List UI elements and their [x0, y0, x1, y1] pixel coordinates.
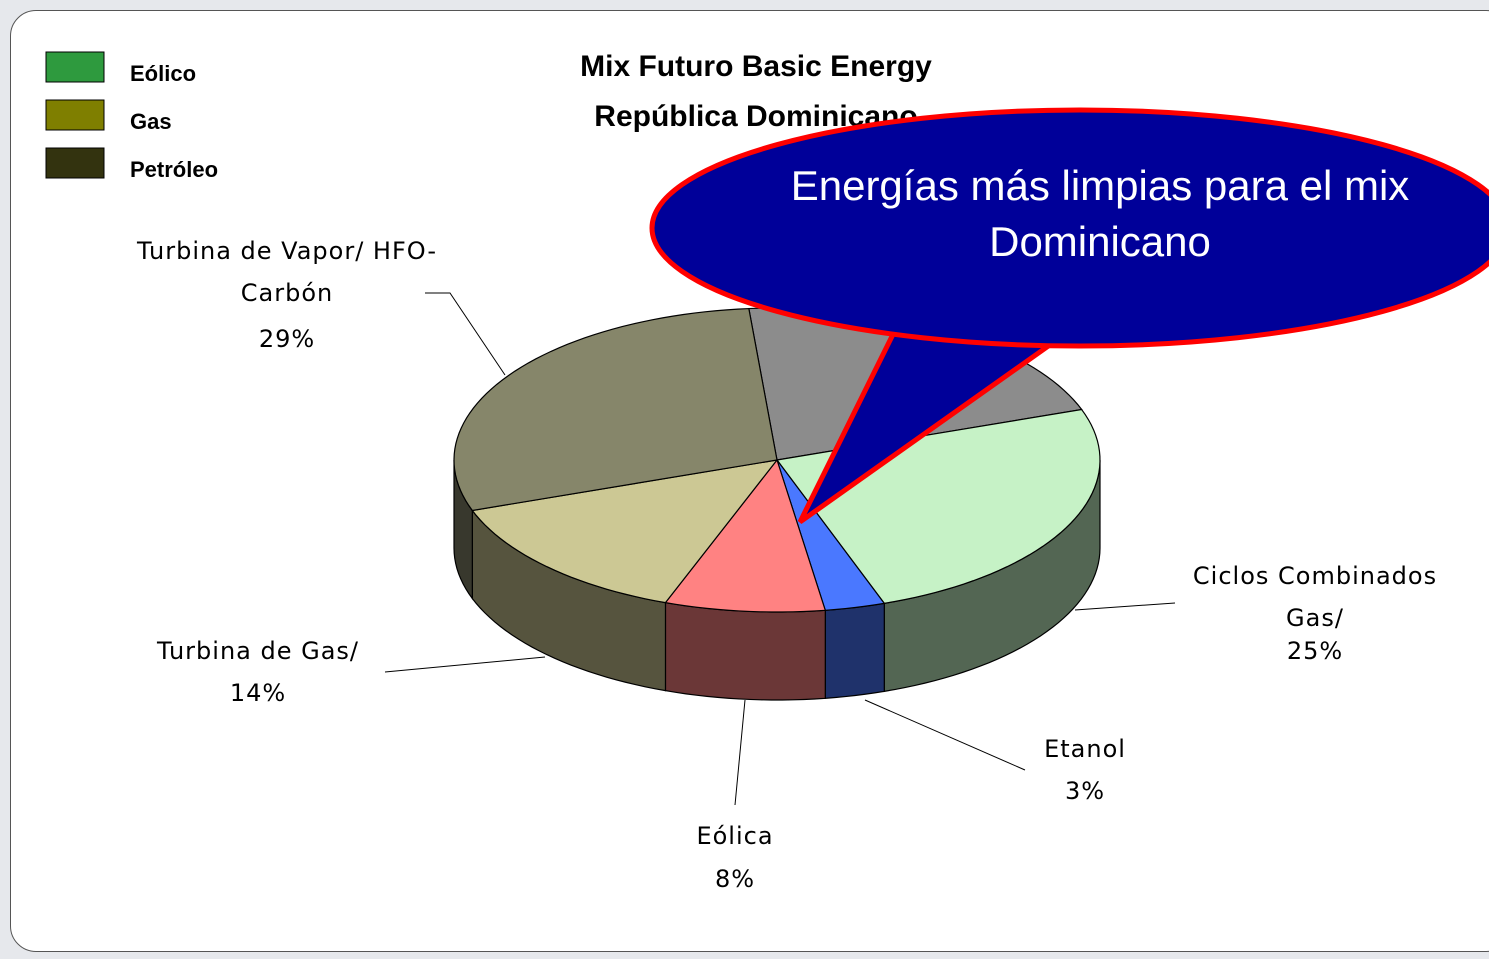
value-label: 29%: [258, 325, 316, 353]
slice-label: Eólica: [696, 822, 774, 850]
callout-bubble: [649, 107, 1489, 349]
slice: [664, 458, 827, 613]
slice: [776, 459, 886, 611]
slice: [453, 307, 778, 512]
value-label: 25%: [1286, 637, 1344, 665]
value-label: 14%: [229, 679, 287, 707]
legend-label: Eólico: [130, 61, 197, 86]
leader-line: [1074, 602, 1176, 611]
legend-swatch: [45, 51, 105, 83]
legend-label: Gas: [130, 109, 172, 134]
leader-line: [734, 699, 746, 806]
slice-label: Etanol: [1044, 735, 1126, 763]
chart-title: Mix Futuro Basic Energy: [580, 50, 932, 83]
slice-label: Turbina de Gas/: [156, 637, 360, 665]
legend-swatch: [45, 99, 105, 131]
leader-line: [864, 699, 1026, 771]
value-label: 8%: [714, 865, 756, 893]
slice-label: Ciclos Combinados Gas/: [1192, 562, 1438, 632]
leader-line: [384, 656, 546, 673]
leader-line: [425, 292, 506, 376]
value-label: 3%: [1064, 777, 1106, 805]
slice-label: Turbina de Vapor/ HFO-Carbón: [137, 237, 438, 307]
slice: [471, 459, 779, 604]
legend-swatch: [45, 147, 105, 179]
legend-label: Petróleo: [130, 157, 219, 182]
callout-text: Energías más limpias para el mix Dominic…: [790, 162, 1410, 265]
